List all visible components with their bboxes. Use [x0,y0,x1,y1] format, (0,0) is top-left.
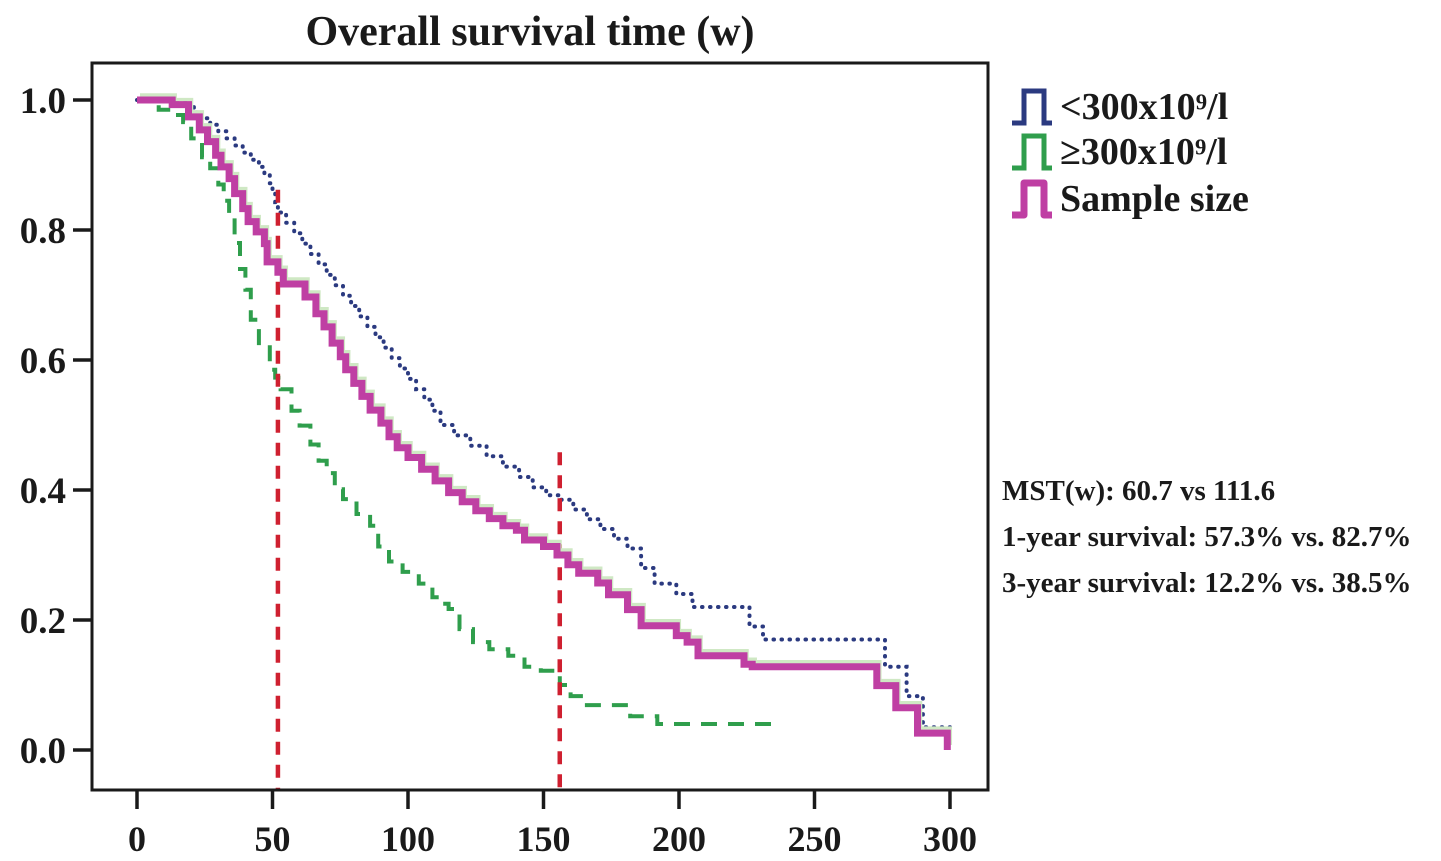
legend-label: Sample size [1060,178,1249,220]
x-tick-label: 200 [652,819,706,859]
y-tick-label: 0.8 [20,211,66,252]
x-tick-label: 250 [788,819,842,859]
legend-swatch-dashed [1012,133,1052,171]
legend-item-sample-size: Sample size [1012,178,1249,220]
stat-annotation-3: 3-year survival: 12.2% vs. 38.5% [1002,567,1411,599]
x-tick-label: 50 [255,819,291,859]
x-tick-label: 300 [923,819,977,859]
curve-sample-size [137,96,951,750]
plot-frame [90,61,990,792]
y-tick-label: 1.0 [20,81,66,122]
curve-over-300 [137,98,774,726]
legend-item-over-300: ≥300x10⁹/l [1012,131,1227,173]
x-tick-label: 100 [381,819,435,859]
legend-swatch-solid [1012,179,1052,219]
y-tick-label: 0.2 [20,601,66,642]
chart-title: Overall survival time (w) [305,9,754,55]
curve-under-300 [135,98,952,730]
x-tick-label: 150 [517,819,571,859]
stat-annotation-2: 1-year survival: 57.3% vs. 82.7% [1002,521,1411,553]
legend-label: <300x10⁹/l [1060,86,1228,128]
curve-sample-size-halo [140,93,953,745]
legend-item-under-300: <300x10⁹/l [1012,86,1228,128]
x-tick-label: 0 [128,819,146,859]
legend-swatch-dotted [1012,88,1052,126]
legend-label: ≥300x10⁹/l [1060,131,1227,173]
y-tick-label: 0.6 [20,341,66,382]
y-tick-label: 0.4 [20,471,66,512]
y-tick-label: 0.0 [20,731,66,772]
stat-annotation-1: MST(w): 60.7 vs 111.6 [1002,475,1275,507]
